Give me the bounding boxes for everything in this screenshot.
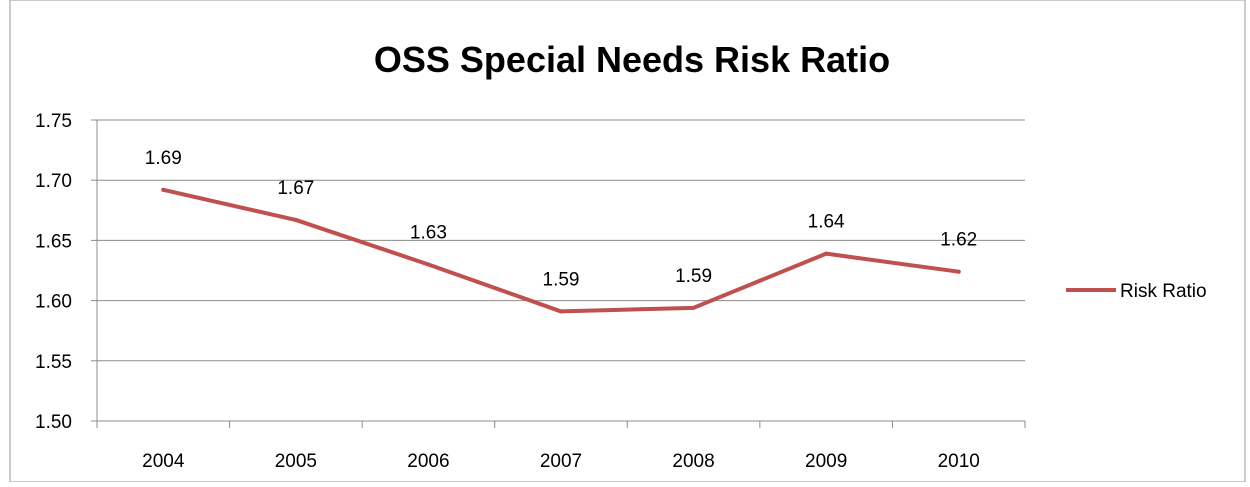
data-label: 1.59 [543,269,580,290]
series-layer [161,187,961,314]
y-tick-label: 1.55 [35,352,72,373]
gridlines [97,119,1025,362]
data-point [426,262,431,267]
data-point [293,217,298,222]
data-labels: 1.69 1.67 1.63 1.59 1.59 1.64 1.62 [145,148,977,291]
chart-title: OSS Special Needs Risk Ratio [374,39,890,80]
y-tick-label: 1.50 [35,412,72,433]
data-label: 1.63 [410,222,447,243]
y-tick-label: 1.60 [35,292,72,313]
data-label: 1.69 [145,148,182,169]
data-point [691,305,696,310]
legend: Risk Ratio [1066,281,1207,302]
x-tick-label: 2010 [938,451,980,472]
chart-border [9,0,1246,483]
legend-label: Risk Ratio [1120,281,1207,302]
y-tick-label: 1.65 [35,231,72,252]
x-tick-label: 2007 [540,451,582,472]
data-point [824,251,829,256]
data-label: 1.62 [940,230,977,251]
x-tick-label: 2009 [805,451,847,472]
axes: 1.50 1.55 1.60 1.65 1.70 1.75 2004 2005 2006 2007… [35,111,1026,472]
data-point [559,309,563,314]
x-tick-label: 2006 [407,451,449,472]
x-tick-label: 2008 [672,451,714,472]
data-point [956,269,961,274]
data-label: 1.67 [277,178,314,199]
data-label: 1.64 [808,212,845,233]
y-tick-label: 1.75 [35,111,72,132]
data-point [161,187,166,192]
x-tick-label: 2004 [142,451,185,472]
y-tick-label: 1.70 [35,171,72,192]
data-label: 1.59 [675,266,712,287]
x-tick-label: 2005 [275,451,317,472]
